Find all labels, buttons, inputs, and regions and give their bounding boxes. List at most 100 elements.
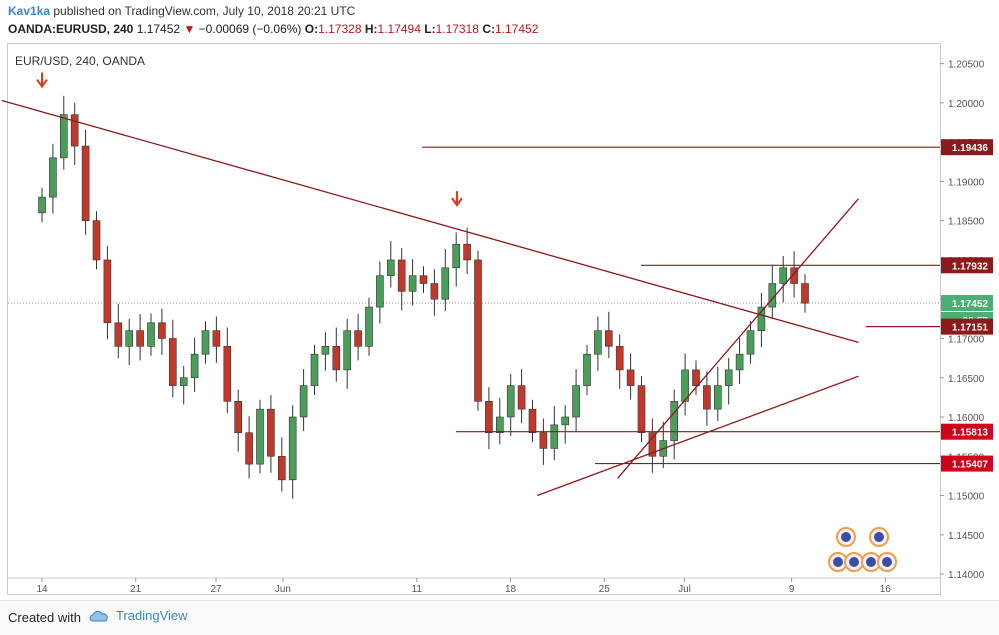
trendline[interactable] [617, 198, 860, 479]
tradingview-link[interactable]: TradingView [88, 608, 188, 623]
candle-body [604, 330, 613, 347]
down-triangle-icon: ▼ [183, 22, 196, 36]
candle-body [572, 385, 580, 418]
economic-event-flag-icon [849, 557, 859, 567]
candle-body [474, 259, 482, 402]
candle-body [245, 432, 253, 465]
economic-event-flag-icon [874, 532, 884, 542]
candle-body [637, 385, 646, 434]
economic-event-flag-icon [841, 532, 851, 542]
y-tick-label: 1.18500 [948, 217, 985, 228]
price-label-box [941, 257, 993, 274]
candle-body [594, 330, 602, 355]
y-tick-label: 1.20000 [948, 99, 985, 110]
candle-body [277, 455, 286, 481]
candle-body [59, 114, 68, 159]
symbol-label: OANDA:EURUSD, 240 [8, 22, 134, 36]
candle-body [38, 196, 46, 214]
candle-body [310, 353, 319, 386]
candle-body [441, 267, 450, 300]
chart-title: EUR/USD, 240, OANDA [15, 54, 146, 68]
candle-body [724, 369, 733, 386]
candle-body [179, 377, 188, 386]
candle-body [103, 259, 112, 324]
footer: Created with TradingView [0, 600, 999, 635]
candle-body [779, 267, 788, 284]
publish-line: Kav1ka published on TradingView.com, Jul… [8, 4, 355, 18]
candle-body [495, 416, 504, 434]
candle-body [430, 283, 439, 300]
candle-body [365, 306, 373, 347]
candle-body [506, 385, 515, 418]
candle-body [92, 220, 101, 261]
down-arrow-marker [451, 191, 463, 207]
y-tick-label: 1.15000 [948, 492, 985, 503]
candle-body [583, 353, 591, 386]
x-tick-label: 21 [130, 584, 142, 595]
economic-event-flag-icon [833, 557, 843, 567]
price-label-box [941, 294, 993, 311]
chart-frame[interactable] [7, 43, 941, 595]
candle-body [267, 408, 275, 457]
candle-body [517, 385, 526, 410]
candle-body [746, 330, 755, 355]
candle-body [463, 243, 471, 261]
candle-body [397, 259, 406, 292]
low-label: L: [424, 22, 436, 36]
y-tick-label: 1.17000 [948, 334, 985, 345]
candle-body [114, 322, 123, 347]
candle-body [212, 330, 221, 347]
candle-body [670, 401, 679, 441]
price-label-text: 1.15407 [952, 460, 989, 471]
price-label-text: 1.15813 [952, 428, 989, 439]
low-value: 1.17318 [435, 22, 479, 36]
author-link[interactable]: Kav1ka [8, 4, 51, 18]
candle-body [692, 369, 700, 386]
candle-body [376, 275, 384, 308]
trendline[interactable] [537, 375, 859, 497]
candle-body [147, 322, 155, 347]
candle-body [81, 145, 90, 221]
price-label-text: 1.17932 [952, 261, 989, 272]
x-tick-label: 11 [412, 584, 423, 595]
candle-body [550, 424, 559, 449]
y-tick-label: 1.14000 [948, 570, 985, 581]
y-tick-label: 1.16500 [948, 374, 985, 385]
candle-body [757, 306, 766, 331]
candle-body [223, 346, 232, 402]
x-tick-label: 16 [880, 584, 892, 595]
candle-body [681, 369, 689, 402]
x-tick-label: 9 [789, 584, 795, 595]
candle-body [169, 338, 177, 386]
price-label-text: 1.17452 [952, 299, 989, 310]
trendline[interactable] [1, 99, 859, 344]
candle-body [354, 330, 362, 347]
chart-header: Kav1ka published on TradingView.com, Jul… [0, 0, 999, 40]
y-tick-label: 1.16000 [948, 413, 985, 424]
candle-body [234, 401, 242, 434]
price-label-box [941, 139, 993, 156]
x-tick-label: 25 [599, 584, 611, 595]
tradingview-brand: TradingView [116, 608, 188, 623]
last-price: 1.17452 [136, 22, 181, 36]
price-change: −0.00069 (−0.06%) [198, 22, 302, 36]
candle-body [408, 275, 417, 292]
x-tick-label: Jul [678, 584, 691, 595]
candle-body [201, 330, 210, 355]
candle-body [49, 157, 57, 198]
candle-body [528, 408, 537, 434]
candle-body [190, 353, 199, 379]
candle-body [343, 330, 352, 371]
x-tick-label: Jun [275, 584, 291, 595]
candle-body [386, 259, 395, 276]
y-tick-label: 1.19000 [948, 177, 985, 188]
candle-body [125, 330, 133, 347]
close-value: 1.17452 [494, 22, 539, 36]
price-chart[interactable]: 1.140001.145001.150001.155001.160001.165… [0, 0, 999, 600]
candle-body [485, 401, 493, 434]
candle-body [419, 275, 428, 284]
x-tick-label: 14 [36, 584, 48, 595]
price-label-box [941, 455, 993, 472]
candle-body [790, 267, 798, 284]
candle-body [626, 369, 635, 386]
